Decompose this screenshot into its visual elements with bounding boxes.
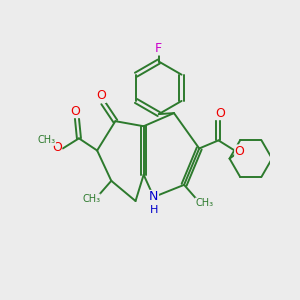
Text: CH₃: CH₃	[38, 135, 56, 146]
Text: F: F	[155, 42, 162, 55]
Text: O: O	[235, 145, 244, 158]
Text: O: O	[215, 106, 225, 120]
Text: CH₃: CH₃	[82, 194, 100, 204]
Text: O: O	[70, 105, 80, 118]
Text: O: O	[52, 141, 62, 154]
Text: O: O	[96, 89, 106, 102]
Text: CH₃: CH₃	[195, 198, 213, 208]
Text: H: H	[150, 205, 158, 215]
Text: N: N	[149, 190, 158, 203]
